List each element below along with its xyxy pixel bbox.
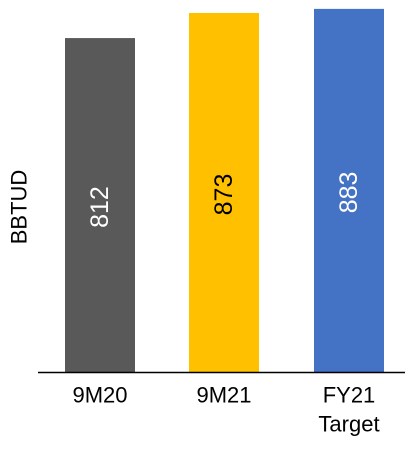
x-tick-label-0: 9M20 <box>72 383 127 408</box>
y-axis-label: BBTUD <box>7 170 32 245</box>
data-label-0: 812 <box>86 186 114 228</box>
plot-area: BBTUD 812 873 883 9M20 9M21 FY21 Target <box>7 8 405 437</box>
data-label-2: 883 <box>335 172 363 214</box>
bar-2 <box>314 8 384 372</box>
bar-0 <box>65 38 135 372</box>
x-tick-label-2-line-0: FY21 <box>323 383 376 408</box>
bar-1 <box>189 12 259 373</box>
x-tick-label-2-line-1: Target <box>318 412 379 437</box>
x-tick-label-1: 9M21 <box>196 383 251 408</box>
data-label-1: 873 <box>210 174 238 216</box>
